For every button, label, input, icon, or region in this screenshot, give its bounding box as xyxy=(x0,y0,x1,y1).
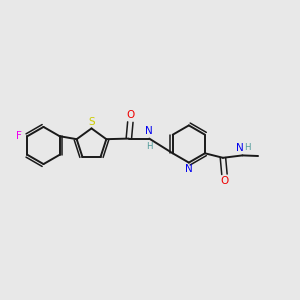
Text: N: N xyxy=(185,164,193,174)
Text: H: H xyxy=(244,143,250,152)
Text: O: O xyxy=(126,110,134,121)
Text: N: N xyxy=(146,126,153,136)
Text: F: F xyxy=(16,130,22,141)
Text: S: S xyxy=(88,117,95,127)
Text: N: N xyxy=(236,143,244,153)
Text: H: H xyxy=(146,142,152,151)
Text: O: O xyxy=(220,176,229,186)
